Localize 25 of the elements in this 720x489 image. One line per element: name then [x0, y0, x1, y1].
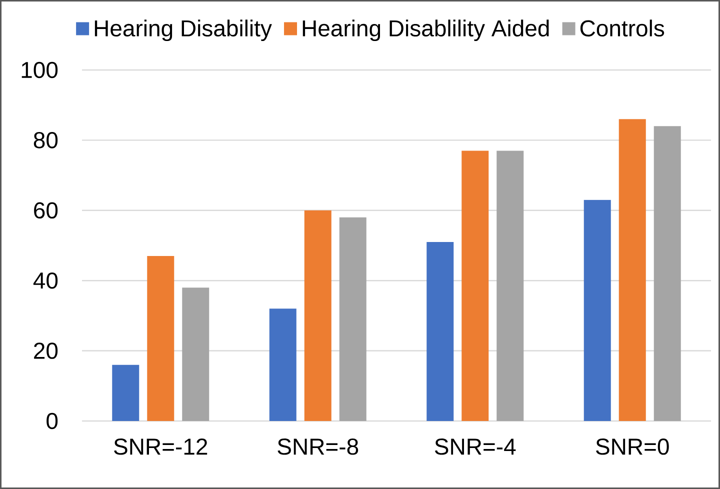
bar — [584, 200, 611, 421]
legend-label: Hearing Disablility Aided — [302, 20, 549, 42]
x-tick-label: SNR=0 — [596, 438, 669, 455]
bar — [112, 364, 140, 421]
y-tick-label: 60 — [34, 202, 58, 219]
bar — [426, 242, 454, 421]
bar — [654, 126, 681, 421]
legend-label: Controls — [580, 20, 664, 37]
x-tick-label: SNR=-4 — [434, 438, 516, 455]
y-tick-label: 80 — [34, 132, 58, 148]
bar — [269, 308, 296, 421]
bar — [462, 150, 489, 421]
x-tick-label: SNR=-8 — [278, 438, 358, 455]
bar — [339, 217, 366, 421]
y-tick-label: 40 — [33, 272, 58, 289]
y-tick-label: 0 — [46, 412, 58, 430]
y-tick-label: 100 — [22, 62, 58, 78]
bar — [147, 256, 174, 421]
bar — [618, 119, 646, 421]
legend-label: Hearing Disability — [94, 20, 272, 42]
bar — [182, 288, 210, 421]
x-tick-label: SNR=-12 — [114, 438, 208, 455]
bar — [496, 150, 524, 421]
y-tick-label: 20 — [34, 342, 58, 359]
bar — [304, 210, 332, 421]
